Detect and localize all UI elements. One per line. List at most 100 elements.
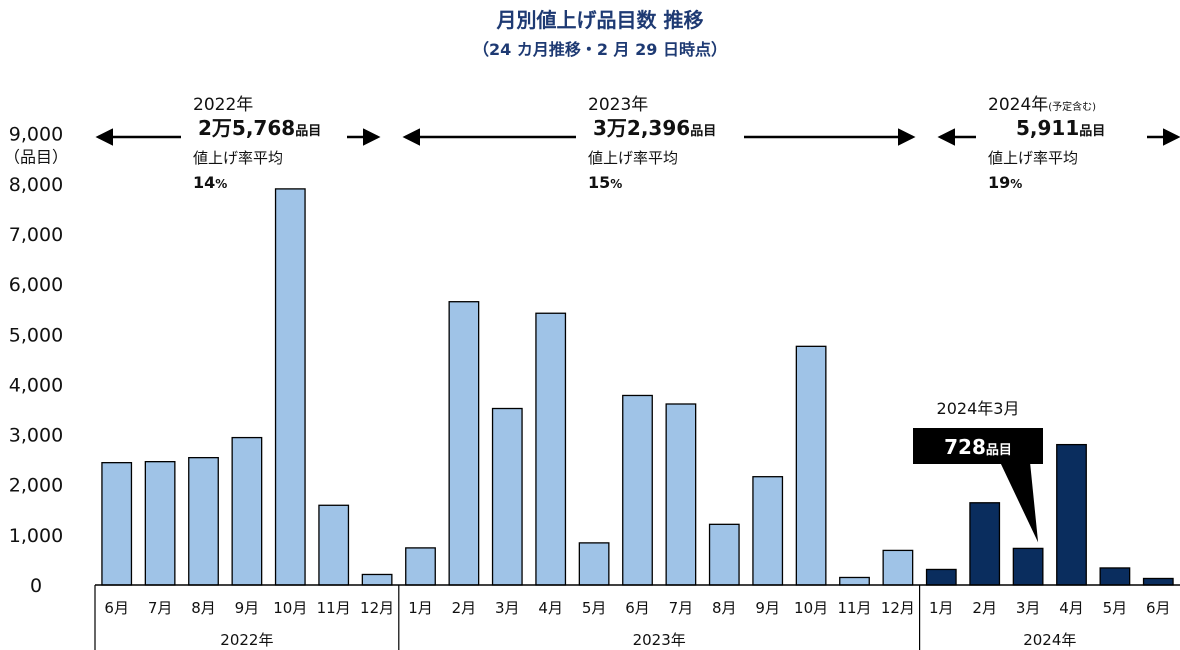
x-tick-label: 9月	[235, 599, 260, 617]
bar	[752, 476, 784, 586]
x-tick-label: 1月	[408, 599, 433, 617]
y-tick-label: 5,000	[9, 324, 63, 346]
bar	[318, 504, 350, 586]
summary-rate-unit: %	[610, 177, 622, 191]
bar	[622, 394, 653, 586]
summary-year: 2022年	[193, 95, 253, 115]
x-tick-label: 8月	[191, 599, 216, 617]
y-tick-label: 8,000	[9, 174, 63, 196]
y-tick-label: 9,000	[9, 124, 63, 146]
bar	[708, 523, 740, 586]
callout-box	[913, 428, 1043, 464]
bar	[188, 456, 219, 586]
summary-rate-value: 14	[193, 173, 215, 192]
summary-total-unit: 品目	[1079, 124, 1105, 139]
callout-label: 2024年3月	[937, 399, 1020, 418]
y-tick-label: 2,000	[9, 475, 63, 497]
x-tick-label: 12月	[360, 599, 394, 617]
summary-rate-label: 値上げ率平均	[988, 149, 1078, 167]
bar	[405, 547, 436, 586]
summary-total-value: 3万2,396	[593, 116, 690, 140]
summary-rate: 19%	[988, 173, 1022, 192]
x-tick-label: 6月	[1146, 599, 1171, 617]
x-tick-label: 5月	[1103, 599, 1128, 617]
x-tick-label: 6月	[625, 599, 650, 617]
x-tick-label: 9月	[755, 599, 780, 617]
x-tick-label: 8月	[712, 599, 737, 617]
summary-total-value: 2万5,768	[198, 116, 295, 140]
summary-total-unit: 品目	[690, 124, 716, 139]
y-unit-label: （品目）	[4, 148, 68, 167]
x-tick-label: 11月	[837, 599, 871, 617]
summary-year: 2023年	[588, 95, 648, 115]
x-tick-label: 3月	[1016, 599, 1041, 617]
bar	[361, 573, 393, 586]
x-axis: 6月 7月 8月 9月 10月 11月 12月 1月 2月 3月 4月 5月 6月 7月 8月 9月 10月 11…	[94, 584, 1180, 650]
bar	[969, 502, 1001, 586]
callout-value: 728品目	[944, 435, 1012, 459]
callout-value-number: 728	[944, 435, 986, 459]
chart-title: 月別値上げ品目数 推移	[496, 8, 704, 32]
y-tick-label: 7,000	[9, 224, 63, 246]
x-tick-label: 5月	[582, 599, 607, 617]
x-tick-label: 11月	[317, 599, 351, 617]
y-tick-label: 0	[30, 575, 42, 597]
year-summaries: 2022年2万5,768品目値上げ率平均14%2023年3万2,396品目値上げ…	[95, 95, 1180, 192]
year-label: 2022年	[220, 631, 273, 649]
chart-subtitle: （24 カ月推移・2 月 29 日時点）	[473, 40, 727, 59]
summary-rate-value: 19	[988, 173, 1010, 192]
summary-rate-unit: %	[1010, 177, 1022, 191]
bar	[1056, 443, 1087, 586]
x-tick-label: 4月	[1059, 599, 1084, 617]
year-label: 2024年	[1023, 631, 1076, 649]
summary-year-text: 2022年	[193, 95, 253, 115]
summary-year: 2024年(予定含む)	[988, 95, 1096, 115]
x-tick-label: 7月	[669, 599, 694, 617]
summary-total: 2万5,768品目	[198, 116, 321, 140]
bar	[491, 407, 523, 586]
bar	[882, 549, 914, 586]
x-tick-label: 1月	[929, 599, 954, 617]
bar	[1142, 577, 1174, 586]
bar	[535, 312, 567, 586]
bar	[231, 436, 263, 586]
summary-total: 5,911品目	[1016, 116, 1105, 140]
summary-rate-unit: %	[215, 177, 227, 191]
bar	[101, 462, 133, 586]
x-tick-label: 6月	[104, 599, 129, 617]
summary-year-text: 2024年	[988, 95, 1048, 115]
y-axis: 0 1,000 2,000 3,000 4,000 5,000 6,000 7,000 8,00…	[4, 124, 68, 597]
year-label: 2023年	[633, 631, 686, 649]
x-tick-label: 2月	[972, 599, 997, 617]
y-tick-label: 6,000	[9, 274, 63, 296]
bar	[448, 301, 480, 586]
x-tick-label: 2月	[452, 599, 477, 617]
x-tick-label: 4月	[538, 599, 563, 617]
summary-total-value: 5,911	[1016, 116, 1079, 140]
bar	[1099, 567, 1131, 586]
summary-total: 3万2,396品目	[593, 116, 716, 140]
y-tick-label: 3,000	[9, 425, 63, 447]
x-tick-label: 10月	[273, 599, 307, 617]
bars	[101, 188, 1174, 586]
summary-rate-value: 15	[588, 173, 610, 192]
x-tick-label: 3月	[495, 599, 520, 617]
callout: 2024年3月 728品目	[913, 399, 1043, 543]
bar	[144, 461, 176, 586]
x-tick-label: 7月	[148, 599, 173, 617]
summary-rate-label: 値上げ率平均	[193, 149, 283, 167]
summary-year-note: (予定含む)	[1048, 100, 1096, 113]
y-tick-label: 1,000	[9, 525, 63, 547]
summary-rate: 14%	[193, 173, 227, 192]
bar	[1012, 547, 1044, 586]
bar	[578, 542, 610, 586]
summary-rate-label: 値上げ率平均	[588, 149, 678, 167]
bar	[274, 188, 306, 586]
bar	[795, 345, 827, 586]
summary-year-text: 2023年	[588, 95, 648, 115]
summary-rate: 15%	[588, 173, 622, 192]
callout-pointer	[1000, 462, 1039, 543]
callout-value-unit: 品目	[986, 443, 1012, 458]
summary-total-unit: 品目	[295, 124, 321, 139]
